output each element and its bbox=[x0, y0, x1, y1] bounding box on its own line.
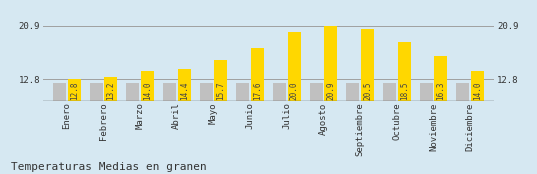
Bar bbox=[178, 69, 191, 101]
Bar bbox=[90, 83, 103, 101]
Bar bbox=[214, 60, 227, 101]
Bar bbox=[398, 42, 411, 101]
Bar bbox=[346, 83, 359, 101]
Text: 16.3: 16.3 bbox=[437, 82, 445, 100]
Bar bbox=[53, 83, 66, 101]
Bar bbox=[163, 83, 176, 101]
Bar bbox=[68, 79, 81, 101]
Text: Temperaturas Medias en granen: Temperaturas Medias en granen bbox=[11, 162, 207, 172]
Text: 12.8: 12.8 bbox=[70, 82, 78, 100]
Text: 13.2: 13.2 bbox=[106, 82, 115, 100]
Text: 14.4: 14.4 bbox=[180, 82, 188, 100]
Bar bbox=[456, 83, 469, 101]
Bar bbox=[434, 56, 447, 101]
Text: 20.5: 20.5 bbox=[363, 82, 372, 100]
Bar bbox=[471, 71, 484, 101]
Bar bbox=[383, 83, 396, 101]
Bar bbox=[420, 83, 433, 101]
Bar bbox=[288, 32, 301, 101]
Bar bbox=[324, 26, 337, 101]
Bar bbox=[361, 29, 374, 101]
Text: 18.5: 18.5 bbox=[400, 82, 409, 100]
Text: 20.9: 20.9 bbox=[326, 82, 335, 100]
Bar bbox=[236, 83, 249, 101]
Text: 17.6: 17.6 bbox=[253, 82, 262, 100]
Bar bbox=[200, 83, 213, 101]
Text: 14.0: 14.0 bbox=[473, 82, 482, 100]
Bar bbox=[310, 83, 323, 101]
Bar bbox=[126, 83, 139, 101]
Bar bbox=[141, 71, 154, 101]
Bar bbox=[104, 77, 117, 101]
Text: 14.0: 14.0 bbox=[143, 82, 152, 100]
Bar bbox=[251, 48, 264, 101]
Text: 15.7: 15.7 bbox=[216, 82, 226, 100]
Text: 20.0: 20.0 bbox=[289, 82, 299, 100]
Bar bbox=[273, 83, 286, 101]
